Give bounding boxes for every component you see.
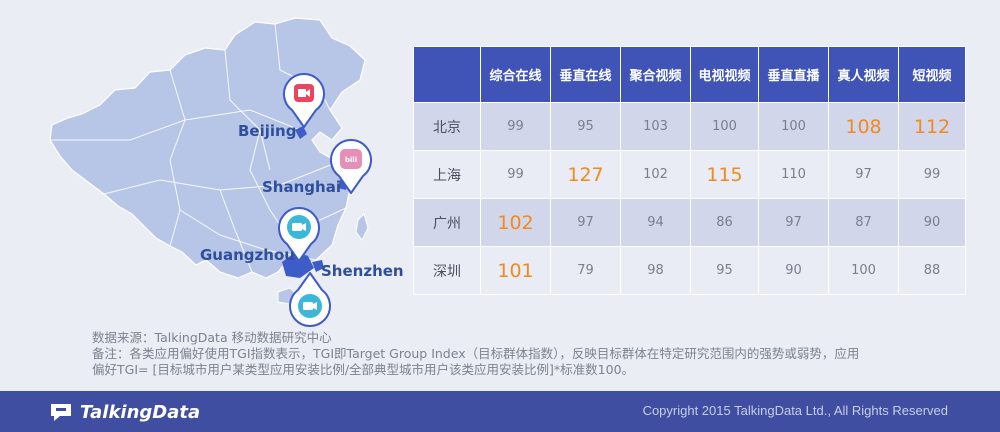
table-cell-value: 103 <box>620 102 691 151</box>
city-label-guangzhou: Guangzhou <box>200 246 295 264</box>
table-cell-value: 97 <box>828 150 899 199</box>
city-label-shenzhen: Shenzhen <box>321 262 404 280</box>
row-city-label: 上海 <box>413 150 481 199</box>
table-row: 深圳 101 79 98 95 90 100 88 <box>413 246 966 295</box>
table-header-row: 综合在线 垂直在线 聚合视频 电视视频 垂直直播 真人视频 短视频 <box>413 46 966 103</box>
table-cell-value: 101 <box>480 246 551 295</box>
table-cell-value: 88 <box>898 246 966 295</box>
table-cell-value: 99 <box>480 150 551 199</box>
talkingdata-logo: TalkingData <box>48 399 200 425</box>
table-cell-value: 100 <box>828 246 899 295</box>
column-header: 垂直在线 <box>550 46 621 103</box>
table-cell-value: 79 <box>550 246 621 295</box>
row-city-label: 深圳 <box>413 246 481 295</box>
table-cell-value: 95 <box>550 102 621 151</box>
logo-text: TalkingData <box>80 401 201 423</box>
table-cell-value: 90 <box>898 198 966 247</box>
column-header: 真人视频 <box>828 46 899 103</box>
shanghai-pin: bili <box>329 138 373 194</box>
table-row: 上海 99 127 102 115 110 97 99 <box>413 150 966 199</box>
remark-note-line-1: 备注：各类应用偏好使用TGI指数表示，TGI即Target Group Inde… <box>92 346 860 361</box>
column-header: 综合在线 <box>480 46 551 103</box>
copyright-text: Copyright 2015 TalkingData Ltd., All Rig… <box>642 403 948 418</box>
svg-text:bili: bili <box>345 156 357 164</box>
footer-bar: TalkingData Copyright 2015 TalkingData L… <box>0 391 1000 432</box>
talkingdata-logo-icon <box>51 404 71 421</box>
table-cell-value: 100 <box>758 102 829 151</box>
shenzhen-pin <box>288 272 332 328</box>
data-source-note: 数据来源：TalkingData 移动数据研究中心 <box>92 330 332 345</box>
table-cell-value: 94 <box>620 198 691 247</box>
table-cell-value: 115 <box>690 150 759 199</box>
table-cell-value: 95 <box>690 246 759 295</box>
notes: 数据来源：TalkingData 移动数据研究中心 备注：各类应用偏好使用TGI… <box>92 330 962 378</box>
column-header: 聚合视频 <box>620 46 691 103</box>
table-cell-value: 98 <box>620 246 691 295</box>
table-cell-value: 86 <box>690 198 759 247</box>
table-row: 广州 102 97 94 86 97 87 90 <box>413 198 966 247</box>
table-cell-value: 110 <box>758 150 829 199</box>
table-cell-value: 99 <box>898 150 966 199</box>
table-body: 北京 99 95 103 100 100 108 112 上海 99 127 102 115 110 97 9… <box>413 102 966 295</box>
table-cell-value: 112 <box>898 102 966 151</box>
guangzhou-pin <box>277 206 321 262</box>
table-cell-value: 97 <box>758 198 829 247</box>
city-label-beijing: Beijing <box>238 122 297 140</box>
table-cell-value: 87 <box>828 198 899 247</box>
table-cell-value: 100 <box>690 102 759 151</box>
tgi-table: 综合在线 垂直在线 聚合视频 电视视频 垂直直播 真人视频 短视频 北京 99 95… <box>413 46 966 295</box>
remark-note-line-2: 偏好TGI= [目标城市用户某类型应用安装比例/全部典型城市用户该类应用安装比例… <box>92 362 635 377</box>
table-cell-value: 127 <box>550 150 621 199</box>
table-cell-value: 102 <box>620 150 691 199</box>
column-header: 短视频 <box>898 46 966 103</box>
column-header: 垂直直播 <box>758 46 829 103</box>
column-header: 电视视频 <box>690 46 759 103</box>
table-corner-cell <box>413 46 481 103</box>
table-cell-value: 90 <box>758 246 829 295</box>
table-cell-value: 97 <box>550 198 621 247</box>
row-city-label: 广州 <box>413 198 481 247</box>
table-row: 北京 99 95 103 100 100 108 112 <box>413 102 966 151</box>
table-cell-value: 108 <box>828 102 899 151</box>
beijing-pin <box>282 72 326 128</box>
city-label-shanghai: Shanghai <box>262 178 341 196</box>
row-city-label: 北京 <box>413 102 481 151</box>
table-cell-value: 102 <box>480 198 551 247</box>
china-map: bili Beijing Shanghai Guangzhou Shenzhen <box>20 10 415 328</box>
table-cell-value: 99 <box>480 102 551 151</box>
